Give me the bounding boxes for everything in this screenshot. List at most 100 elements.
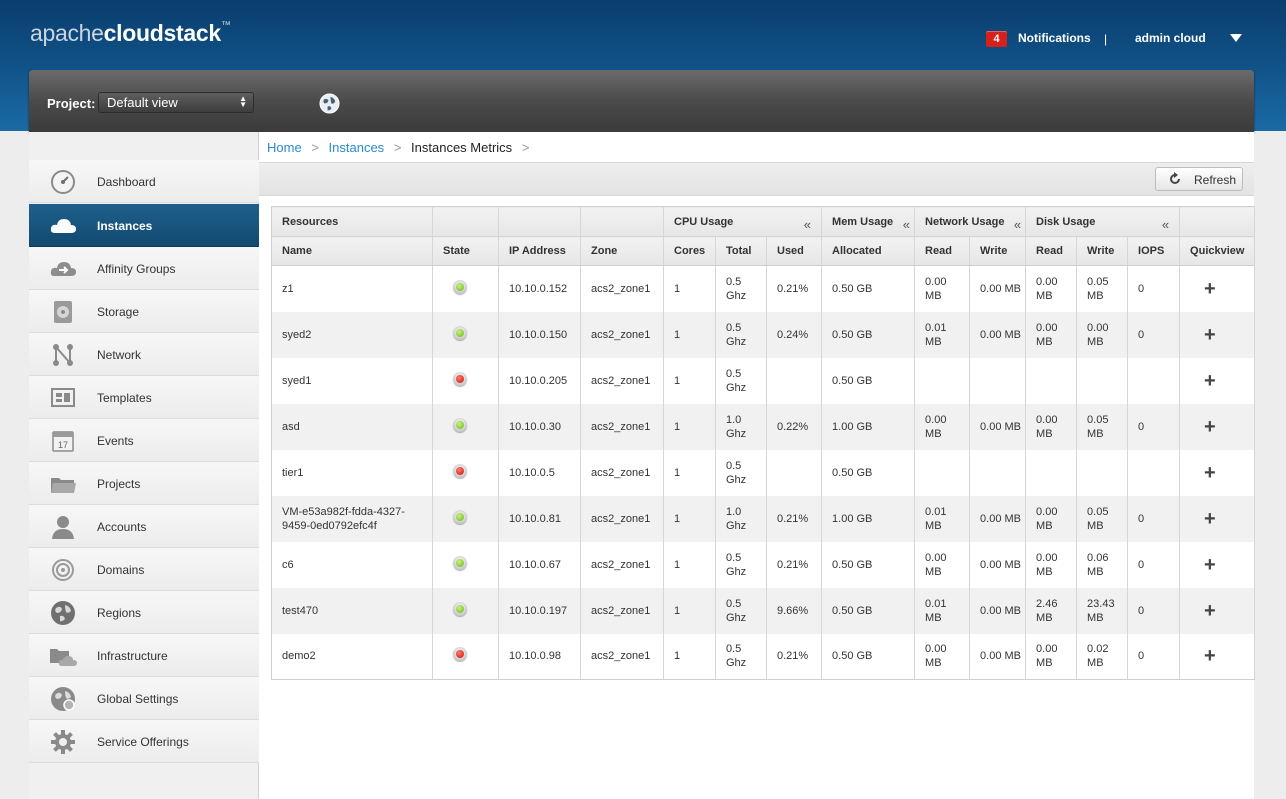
sidebar-item-infrastructure[interactable]: Infrastructure xyxy=(29,634,259,677)
column-header-disk-write[interactable]: Write xyxy=(1076,236,1129,266)
quickview-plus-icon[interactable]: + xyxy=(1204,415,1216,438)
cell-disk-write: 23.43 MB xyxy=(1076,587,1129,634)
cell-net-read: 0.01 MB xyxy=(914,311,971,358)
apache-cloudstack-logo[interactable]: apachecloudstack™ xyxy=(30,20,231,47)
refresh-label: Refresh xyxy=(1194,173,1237,187)
cell-allocated: 0.50 GB xyxy=(821,449,916,496)
notifications-link[interactable]: Notifications xyxy=(1018,31,1091,45)
cell-name[interactable]: VM-e53a982f-fdda-4327-9459-0ed0792efc4f xyxy=(271,495,433,542)
column-header-mem-allocated[interactable]: Allocated xyxy=(821,236,916,266)
cell-disk-write: 0.05 MB xyxy=(1076,403,1129,450)
cell-disk-write: 0.02 MB xyxy=(1076,633,1129,680)
cell-name[interactable]: z1 xyxy=(271,265,433,312)
table-row[interactable]: syed1 10.10.0.205 acs2_zone1 1 0.5 Ghz 0.50 G… xyxy=(271,357,1256,404)
column-header-cpu-used[interactable]: Used xyxy=(766,236,823,266)
cell-name[interactable]: c6 xyxy=(271,541,433,588)
quickview-plus-icon[interactable]: + xyxy=(1204,645,1216,668)
quickview-plus-icon[interactable]: + xyxy=(1204,277,1216,300)
project-select[interactable]: Default view ▲ ▼ xyxy=(98,92,254,113)
cell-name[interactable]: tier1 xyxy=(271,449,433,496)
cell-state xyxy=(432,587,499,634)
column-header-disk-read[interactable]: Read xyxy=(1025,236,1078,266)
column-header-cpu-cores[interactable]: Cores xyxy=(663,236,716,266)
cell-name[interactable]: syed1 xyxy=(271,357,433,404)
table-row[interactable]: test470 10.10.0.197 acs2_zone1 1 0.5 Ghz 9.66… xyxy=(271,587,1256,634)
sidebar-item-storage[interactable]: Storage xyxy=(29,290,259,333)
table-row[interactable]: c6 10.10.0.67 acs2_zone1 1 0.5 Ghz 0.21% 0.50 … xyxy=(271,541,1256,588)
quickview-plus-icon[interactable]: + xyxy=(1204,461,1216,484)
quickview-plus-icon[interactable]: + xyxy=(1204,599,1216,622)
cell-name[interactable]: test470 xyxy=(271,587,433,634)
group-header-cpu-usage[interactable]: CPU Usage « xyxy=(663,206,823,237)
quickview-plus-icon[interactable]: + xyxy=(1204,369,1216,392)
sidebar-item-projects[interactable]: Projects xyxy=(29,462,259,505)
quickview-plus-icon[interactable]: + xyxy=(1204,323,1216,346)
user-menu-label[interactable]: admin cloud xyxy=(1135,31,1206,45)
sidebar-item-accounts[interactable]: Accounts xyxy=(29,505,259,548)
cell-used: 9.66% xyxy=(766,587,823,634)
sidebar-item-dashboard[interactable]: Dashboard xyxy=(29,160,259,203)
instances-metrics-table: Resources CPU Usage « Mem Usage « Network … xyxy=(271,206,1256,680)
sidebar-item-templates[interactable]: Templates xyxy=(29,376,259,419)
table-row[interactable]: demo2 10.10.0.98 acs2_zone1 1 0.5 Ghz 0.21% 0.… xyxy=(271,633,1256,680)
breadcrumb-home[interactable]: Home xyxy=(267,140,302,155)
column-header-name[interactable]: Name xyxy=(271,236,433,266)
table-row[interactable]: asd 10.10.0.30 acs2_zone1 1 1.0 Ghz 0.22% 1.00… xyxy=(271,403,1256,450)
group-header-network-label: Network Usage xyxy=(925,215,1005,228)
cell-state xyxy=(432,541,499,588)
cell-name[interactable]: asd xyxy=(271,403,433,450)
column-header-state[interactable]: State xyxy=(432,236,499,266)
quickview-plus-icon[interactable]: + xyxy=(1204,553,1216,576)
cell-disk-read: 0.00 MB xyxy=(1025,633,1078,680)
sidebar-item-label: Events xyxy=(97,434,134,448)
column-header-iops[interactable]: IOPS xyxy=(1127,236,1181,266)
collapse-icon[interactable]: « xyxy=(1013,217,1022,232)
cell-name[interactable]: syed2 xyxy=(271,311,433,358)
cell-state xyxy=(432,357,499,404)
table-row[interactable]: VM-e53a982f-fdda-4327-9459-0ed0792efc4f 1… xyxy=(271,495,1256,542)
column-header-ip-address[interactable]: IP Address xyxy=(498,236,581,266)
group-header-resources: Resources xyxy=(271,206,433,237)
cell-total: 0.5 Ghz xyxy=(715,633,767,680)
gear-icon xyxy=(51,730,75,754)
cell-used: 0.21% xyxy=(766,265,823,312)
sidebar-item-events[interactable]: 17 Events xyxy=(29,419,259,462)
group-header-mem-usage[interactable]: Mem Usage « xyxy=(821,206,916,237)
group-header-network-usage[interactable]: Network Usage « xyxy=(914,206,1027,237)
column-header-cpu-total[interactable]: Total xyxy=(715,236,767,266)
cell-state xyxy=(432,311,499,358)
cell-total: 0.5 Ghz xyxy=(715,541,767,588)
sidebar-item-regions[interactable]: Regions xyxy=(29,591,259,634)
breadcrumb-instances[interactable]: Instances xyxy=(328,140,385,155)
quickview-plus-icon[interactable]: + xyxy=(1204,507,1216,530)
globe-icon[interactable] xyxy=(319,93,340,114)
cell-iops: 0 xyxy=(1127,541,1181,588)
collapse-icon[interactable]: « xyxy=(803,217,812,232)
cell-quickview: + xyxy=(1179,541,1256,588)
sidebar-item-instances[interactable]: Instances xyxy=(29,204,259,247)
notification-count-badge[interactable]: 4 xyxy=(986,31,1007,47)
collapse-icon[interactable]: « xyxy=(1161,217,1170,232)
group-header-resources-label: Resources xyxy=(282,215,339,228)
refresh-button[interactable]: Refresh xyxy=(1155,167,1243,191)
sidebar-item-global-settings[interactable]: Global Settings xyxy=(29,677,259,720)
metrics-table-body: z1 10.10.0.152 acs2_zone1 1 0.5 Ghz 0.21% 0.50… xyxy=(271,265,1256,680)
cell-name[interactable]: demo2 xyxy=(271,633,433,680)
cell-state xyxy=(432,449,499,496)
column-header-zone[interactable]: Zone xyxy=(580,236,664,266)
sidebar-item-domains[interactable]: Domains xyxy=(29,548,259,591)
sidebar-item-network[interactable]: Network xyxy=(29,333,259,376)
collapse-icon[interactable]: « xyxy=(902,217,911,232)
cell-net-read xyxy=(914,449,971,496)
sidebar-item-service-offerings[interactable]: Service Offerings xyxy=(29,720,259,763)
group-header-mem-label: Mem Usage xyxy=(832,215,894,228)
group-header-disk-usage[interactable]: Disk Usage « xyxy=(1025,206,1181,237)
table-row[interactable]: tier1 10.10.0.5 acs2_zone1 1 0.5 Ghz 0.50 GB + xyxy=(271,449,1256,496)
table-row[interactable]: syed2 10.10.0.150 acs2_zone1 1 0.5 Ghz 0.24% 0… xyxy=(271,311,1256,358)
sidebar-item-affinity-groups[interactable]: Affinity Groups xyxy=(29,247,259,290)
select-arrows-icon: ▲ ▼ xyxy=(239,94,247,109)
chevron-down-icon[interactable] xyxy=(1230,34,1242,42)
column-header-network-read[interactable]: Read xyxy=(914,236,971,266)
column-header-network-write[interactable]: Write xyxy=(969,236,1027,266)
table-row[interactable]: z1 10.10.0.152 acs2_zone1 1 0.5 Ghz 0.21% 0.50… xyxy=(271,265,1256,312)
